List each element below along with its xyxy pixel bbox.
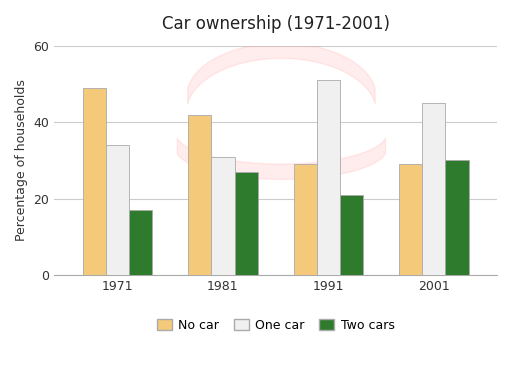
Bar (188, 114, 211, 275)
Bar (399, 164, 422, 275)
Legend: No car, One car, Two cars: No car, One car, Two cars (152, 314, 399, 337)
Bar (445, 161, 468, 275)
Title: Car ownership (1971-2001): Car ownership (1971-2001) (162, 15, 390, 33)
Bar (422, 103, 445, 275)
Bar (129, 210, 152, 275)
Bar (211, 157, 234, 275)
Bar (234, 172, 258, 275)
Bar (317, 80, 340, 275)
Bar (293, 164, 317, 275)
Bar (83, 88, 106, 275)
Bar (106, 145, 129, 275)
Y-axis label: Percentage of households: Percentage of households (15, 79, 28, 242)
Bar (340, 195, 363, 275)
